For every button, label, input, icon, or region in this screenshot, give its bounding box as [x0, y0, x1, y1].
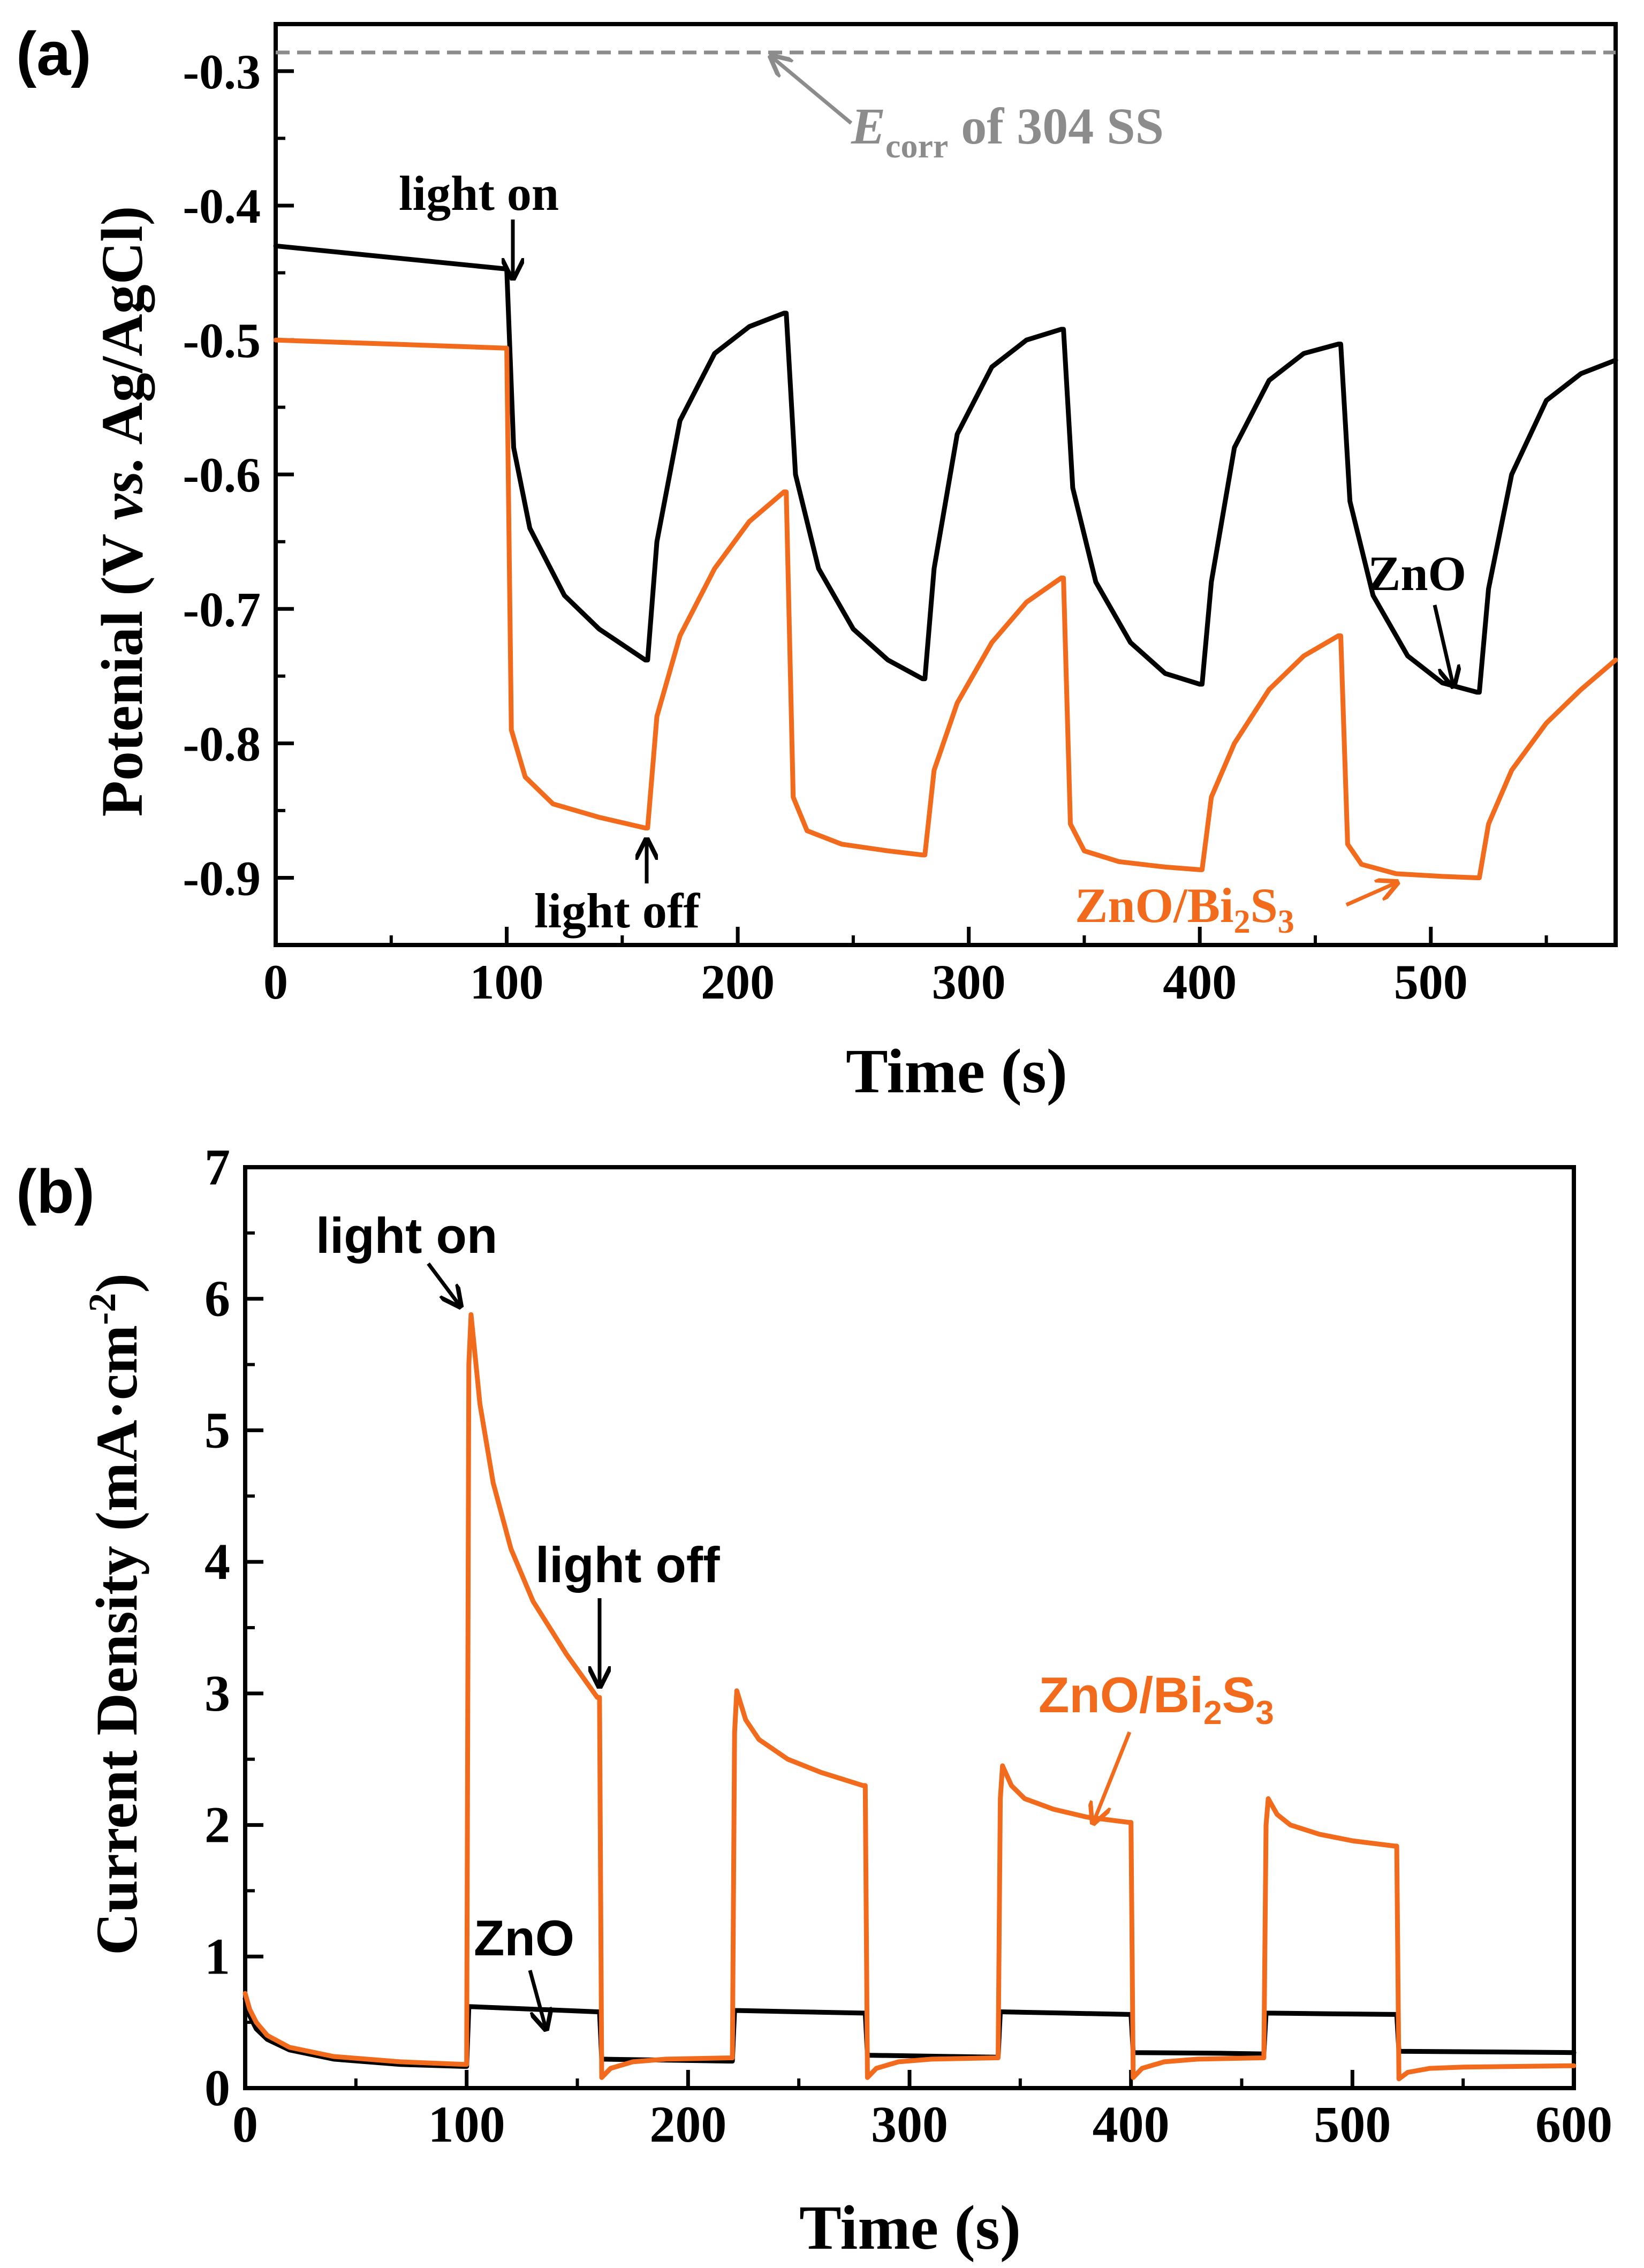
zno-s-text-b: S	[1222, 1667, 1256, 1723]
x-tick-label-a: 300	[932, 955, 1006, 1009]
y-tick-label-b: 6	[204, 1270, 230, 1327]
panel-b-series	[243, 1312, 1577, 2082]
series-line-a-zno	[273, 243, 1618, 695]
x-tick-label-a: 0	[263, 955, 288, 1009]
y-tick-label-b: 4	[204, 1533, 230, 1590]
panel-a-axes: 0 100 200 300 400 500 -0.3 -0.4 -0.5 -0.6 -0.7 -0.8…	[183, 22, 1618, 1009]
zno-arrow-a	[1433, 604, 1453, 686]
zno-bi-sub-b: 2	[1203, 1695, 1222, 1732]
ecorr-subscript: corr	[885, 127, 948, 165]
annotation-light-off-b: light off	[535, 1537, 720, 1593]
annotation-light-on-a: light on	[399, 166, 559, 221]
plot-frame-b	[243, 1165, 1576, 2090]
ecorr-symbol: E	[851, 97, 885, 155]
y-tick-label-a: -0.8	[183, 716, 261, 771]
panel-a-y-axis-title: Potenial (V vs. Ag/AgCl)	[89, 206, 155, 817]
zno-s-text-a: S	[1251, 878, 1278, 933]
zno-bi-text-b: ZnO/Bi	[1039, 1667, 1203, 1723]
ylabel-a-vs: vs.	[89, 456, 155, 520]
y-tick-label-a: -0.3	[183, 44, 261, 99]
y-tick-label-b: 2	[204, 1796, 230, 1854]
x-tick-label-b: 100	[428, 2096, 505, 2153]
y-tick-label-b: 5	[204, 1401, 230, 1458]
annotation-zno-b: ZnO	[474, 1910, 574, 1966]
zno-s-sub-a: 3	[1278, 904, 1294, 940]
panel-b-y-axis-title: Current Density (mA·cm-2)	[81, 1273, 149, 1955]
y-tick-label-a: -0.7	[183, 582, 261, 637]
zno-arrow-b	[528, 1970, 546, 2029]
ecorr-label: Ecorr of 304 SS	[851, 97, 1164, 165]
panel-a-series	[273, 243, 1618, 880]
y-tick-label-a: -0.9	[183, 851, 261, 905]
y-tick-label-a: -0.6	[183, 448, 261, 502]
ylabel-b-part3: )	[84, 1273, 149, 1293]
light-on-arrow-b	[427, 1262, 460, 1306]
annotation-light-off-a: light off	[534, 883, 701, 938]
y-tick-label-a: -0.4	[183, 179, 261, 233]
x-tick-label-a: 100	[470, 955, 544, 1009]
x-tick-label-b: 600	[1535, 2096, 1612, 2153]
zno-bi2s3-arrow-a	[1345, 882, 1397, 907]
series-line-b-zno	[243, 1996, 1577, 2069]
x-tick-label-b: 0	[232, 2096, 258, 2153]
panel-b-label: (b)	[16, 1158, 95, 1226]
annotation-zno-bi2s3-a: ZnO/Bi2S3	[1075, 878, 1294, 940]
series-line-a-zno-bi2s3	[273, 337, 1618, 880]
y-tick-label-a: -0.5	[183, 313, 261, 368]
x-tick-label-b: 300	[871, 2096, 948, 2153]
annotation-zno-a: ZnO	[1368, 546, 1466, 601]
annotation-light-on-b: light on	[316, 1207, 497, 1264]
plot-frame-a	[274, 22, 1618, 947]
ecorr-label-rest: of 304 SS	[948, 97, 1164, 155]
x-tick-label-b: 200	[649, 2096, 726, 2153]
x-tick-label-b: 500	[1314, 2096, 1391, 2153]
zno-bi2s3-arrow-b	[1093, 1731, 1132, 1823]
zno-s-sub-b: 3	[1255, 1695, 1274, 1732]
zno-bi-sub-a: 2	[1234, 904, 1251, 940]
ecorr-arrow	[771, 56, 853, 125]
panel-a-chart: (a) 0 100 200 300 400 500 -0.3 -0.4 -0.5 -0.6 -0.7…	[16, 20, 1618, 1106]
x-tick-label-b: 400	[1093, 2096, 1170, 2153]
zno-bi-text-a: ZnO/Bi	[1075, 878, 1234, 933]
x-tick-label-a: 500	[1394, 955, 1468, 1009]
series-line-b-zno-bi2s3	[243, 1312, 1577, 2082]
panel-a-annotations: light on light off ZnO ZnO/Bi2S3	[399, 166, 1466, 940]
y-tick-label-b: 1	[204, 1927, 230, 1985]
x-tick-label-a: 400	[1163, 955, 1237, 1009]
panel-a-x-axis-title: Time (s)	[846, 1036, 1067, 1106]
panel-b-annotations: light on light off ZnO ZnO/Bi2S3	[316, 1207, 1274, 2029]
ylabel-a-part3: Ag/AgCl)	[89, 206, 155, 457]
annotation-zno-bi2s3-b: ZnO/Bi2S3	[1039, 1667, 1274, 1732]
panel-a-label: (a)	[16, 20, 92, 88]
x-tick-label-a: 200	[701, 955, 775, 1009]
y-tick-label-b: 0	[204, 2059, 230, 2116]
ylabel-b-superscript: -2	[81, 1293, 124, 1325]
y-tick-label-b: 7	[204, 1138, 230, 1196]
ylabel-b-part1: Current Density (mA·cm	[84, 1325, 149, 1955]
ylabel-a-part1: Potenial (V	[89, 520, 155, 817]
y-tick-label-b: 3	[204, 1665, 230, 1722]
panel-b-x-axis-title: Time (s)	[799, 2193, 1021, 2263]
